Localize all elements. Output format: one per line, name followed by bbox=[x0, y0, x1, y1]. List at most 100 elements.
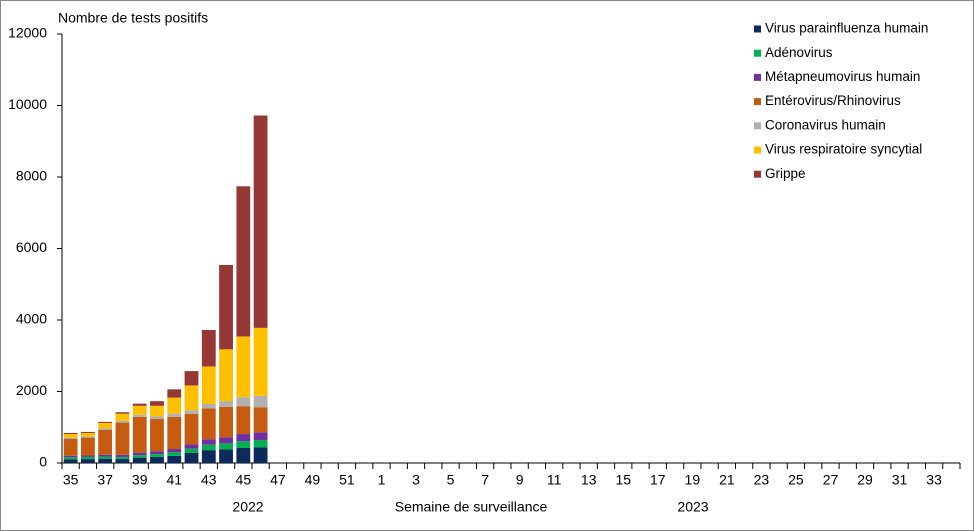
bar-segment bbox=[236, 447, 251, 463]
x-tick-label: 29 bbox=[857, 472, 873, 488]
legend-swatch bbox=[754, 73, 761, 81]
bar-segment bbox=[219, 401, 233, 407]
bar-segment bbox=[115, 422, 130, 455]
bar-segment bbox=[98, 454, 113, 457]
year-label: 2023 bbox=[677, 499, 708, 515]
bar-segment bbox=[253, 440, 268, 448]
legend-label: Coronavirus humain bbox=[765, 117, 886, 132]
bar-segment bbox=[80, 455, 95, 457]
legend-swatch bbox=[754, 98, 761, 106]
bar-segment bbox=[132, 455, 147, 458]
legend-swatch bbox=[754, 49, 761, 57]
bar-segment bbox=[184, 448, 199, 453]
bar-segment bbox=[253, 327, 268, 396]
bar-segment bbox=[132, 403, 147, 406]
x-tick-label: 33 bbox=[926, 472, 942, 488]
bar-segment bbox=[115, 456, 130, 460]
bar-segment bbox=[219, 449, 233, 463]
bar-segment bbox=[167, 397, 182, 414]
x-tick-label: 35 bbox=[63, 472, 79, 488]
bar-segment bbox=[115, 454, 130, 457]
year-label: 2022 bbox=[232, 499, 263, 515]
x-tick-label: 9 bbox=[516, 472, 524, 488]
x-tick-label: 11 bbox=[547, 472, 562, 488]
bar-segment bbox=[167, 455, 182, 463]
bar-segment bbox=[150, 456, 164, 463]
bar-segment bbox=[115, 413, 130, 421]
x-tick-label: 49 bbox=[305, 472, 321, 488]
bar-segment bbox=[132, 452, 147, 456]
bar-segment bbox=[98, 429, 113, 455]
bar-segment bbox=[63, 434, 78, 438]
legend-label: Grippe bbox=[765, 166, 806, 181]
y-tick-label: 2000 bbox=[16, 382, 47, 398]
x-tick-label: 15 bbox=[615, 472, 631, 488]
bar-segment bbox=[253, 432, 268, 441]
bar-segment bbox=[98, 428, 113, 430]
y-tick-label: 10000 bbox=[8, 96, 47, 112]
bar-segment bbox=[236, 434, 251, 442]
x-tick-label: 7 bbox=[481, 472, 489, 488]
bar-segment bbox=[167, 416, 182, 450]
x-tick-label: 13 bbox=[581, 472, 597, 488]
bar-segment bbox=[150, 451, 164, 455]
x-tick-label: 43 bbox=[201, 472, 217, 488]
x-tick-label: 37 bbox=[97, 472, 113, 488]
bar-segment bbox=[80, 431, 95, 433]
bar-segment bbox=[63, 437, 78, 439]
x-tick-label: 3 bbox=[412, 472, 420, 488]
legend-label: Entérovirus/Rhinovirus bbox=[765, 93, 901, 108]
x-axis-title: Semaine de surveillance bbox=[395, 499, 548, 515]
bar-segment bbox=[201, 408, 216, 440]
bar-segment bbox=[236, 406, 251, 435]
bar-segment bbox=[253, 115, 268, 328]
y-axis-title: Nombre de tests positifs bbox=[58, 10, 208, 26]
bar-segment bbox=[115, 412, 130, 414]
bar-segment bbox=[132, 414, 147, 417]
x-tick-label: 25 bbox=[788, 472, 804, 488]
bar-segment bbox=[253, 447, 268, 463]
bar-segment bbox=[63, 457, 78, 460]
bar-segment bbox=[236, 441, 251, 448]
bar-segment bbox=[167, 413, 182, 417]
bar-segment bbox=[236, 397, 251, 407]
bar-segment bbox=[219, 437, 233, 444]
bar-segment bbox=[184, 410, 199, 415]
x-tick-label: 27 bbox=[823, 472, 839, 488]
bar-segment bbox=[201, 439, 216, 445]
bar-segment bbox=[80, 436, 95, 438]
legend-label: Métapneumovirus humain bbox=[765, 69, 920, 84]
bar-segment bbox=[219, 406, 233, 438]
y-tick-label: 0 bbox=[39, 454, 47, 470]
bar-segment bbox=[63, 432, 78, 435]
x-tick-label: 21 bbox=[719, 472, 735, 488]
y-tick-label: 6000 bbox=[16, 239, 47, 255]
bar-segment bbox=[219, 264, 233, 350]
bar-segment bbox=[236, 186, 251, 337]
legend-label: Virus respiratoire syncytial bbox=[765, 142, 922, 157]
legend-label: Adénovirus bbox=[765, 45, 833, 60]
bar-segment bbox=[63, 438, 78, 456]
legend-swatch bbox=[754, 25, 761, 33]
bar-segment bbox=[201, 450, 216, 463]
bar-segment bbox=[184, 452, 199, 463]
bar-segment bbox=[219, 443, 233, 450]
bar-segment bbox=[201, 366, 216, 405]
bar-segment bbox=[201, 330, 216, 367]
bar-segment bbox=[98, 422, 113, 429]
bar-segment bbox=[115, 459, 130, 463]
bar-segment bbox=[80, 432, 95, 437]
x-tick-label: 19 bbox=[685, 472, 701, 488]
legend-swatch bbox=[754, 170, 761, 178]
x-tick-label: 17 bbox=[650, 472, 666, 488]
bar-segment bbox=[132, 405, 147, 415]
bar-segment bbox=[201, 404, 216, 409]
x-tick-label: 47 bbox=[270, 472, 286, 488]
x-tick-label: 5 bbox=[447, 472, 455, 488]
x-tick-label: 45 bbox=[236, 472, 252, 488]
bar-segment bbox=[184, 385, 199, 411]
bar-segment bbox=[167, 389, 182, 398]
bar-segment bbox=[184, 414, 199, 445]
legend-label: Virus parainfluenza humain bbox=[765, 21, 928, 36]
